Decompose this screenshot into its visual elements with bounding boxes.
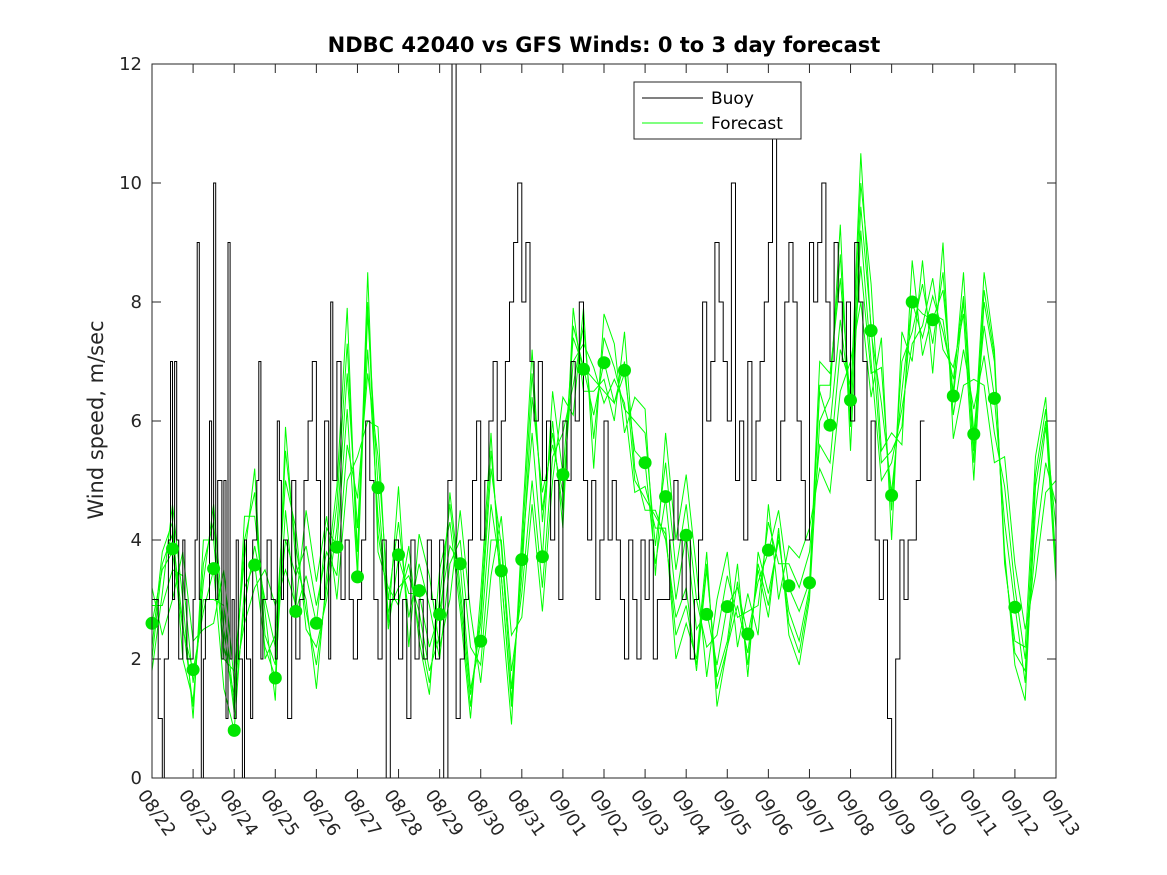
forecast-dot — [1008, 600, 1022, 614]
forecast-dot — [556, 468, 570, 482]
chart-title: NDBC 42040 vs GFS Winds: 0 to 3 day fore… — [328, 33, 881, 57]
forecast-dot — [926, 313, 940, 327]
forecast-dot — [864, 324, 878, 338]
y-tick-label: 4 — [131, 530, 142, 551]
forecast-dot — [371, 481, 385, 495]
forecast-dot — [905, 295, 919, 309]
forecast-dot — [494, 564, 508, 578]
forecast-dot — [659, 490, 673, 504]
forecast-dot — [392, 548, 405, 562]
y-tick-label: 2 — [131, 649, 142, 670]
forecast-dot — [700, 607, 714, 621]
y-tick-label: 0 — [131, 768, 142, 789]
forecast-dot — [803, 576, 816, 590]
forecast-line-4 — [152, 266, 1057, 707]
forecast-dot — [741, 627, 755, 641]
forecast-dot — [679, 528, 693, 542]
forecast-dot — [761, 543, 775, 557]
y-tick-label: 8 — [131, 292, 142, 313]
forecast-dot — [577, 362, 590, 376]
forecast-dot — [535, 550, 549, 564]
forecast-dot — [309, 616, 323, 630]
forecast-dot — [967, 427, 981, 441]
legend: Buoy Forecast — [633, 81, 802, 140]
y-tick-label: 6 — [131, 411, 142, 432]
legend-label-buoy: Buoy — [711, 89, 754, 109]
forecast-line-5 — [151, 242, 1057, 683]
forecast-dot — [474, 634, 488, 648]
forecast-dot — [330, 540, 344, 554]
forecast-dot — [782, 579, 796, 593]
y-axis-label: Wind speed, m/sec — [84, 320, 108, 519]
forecast-line-6 — [151, 206, 1057, 707]
forecast-dot — [289, 604, 303, 618]
forecast-dot — [453, 557, 467, 571]
forecast-dot — [885, 488, 899, 502]
forecast-dot — [720, 600, 734, 614]
legend-box — [633, 81, 802, 140]
forecast-dot — [597, 356, 611, 370]
forecast-dot — [515, 553, 529, 567]
forecast-dot — [987, 391, 1001, 405]
forecast-dot — [351, 570, 364, 584]
forecast-dot — [412, 584, 426, 598]
forecast-dot — [844, 393, 857, 407]
legend-label-forecast: Forecast — [711, 114, 783, 134]
y-tick-label: 10 — [119, 173, 142, 194]
forecast-dot — [268, 671, 282, 685]
forecast-dot — [433, 607, 447, 621]
forecast-dot — [618, 363, 631, 377]
y-ticks-group: 0 2 4 6 8 10 12 — [119, 54, 1056, 789]
forecast-dots-group — [145, 295, 1022, 737]
forecast-dot — [946, 389, 960, 403]
forecast-dot — [207, 562, 221, 576]
forecast-dot — [166, 542, 179, 556]
forecast-dot — [186, 663, 200, 677]
forecast-dot — [823, 418, 837, 432]
forecast-dot — [638, 456, 652, 470]
forecast-dot — [248, 558, 262, 572]
y-tick-label: 12 — [119, 54, 142, 75]
forecast-dot — [227, 723, 241, 737]
